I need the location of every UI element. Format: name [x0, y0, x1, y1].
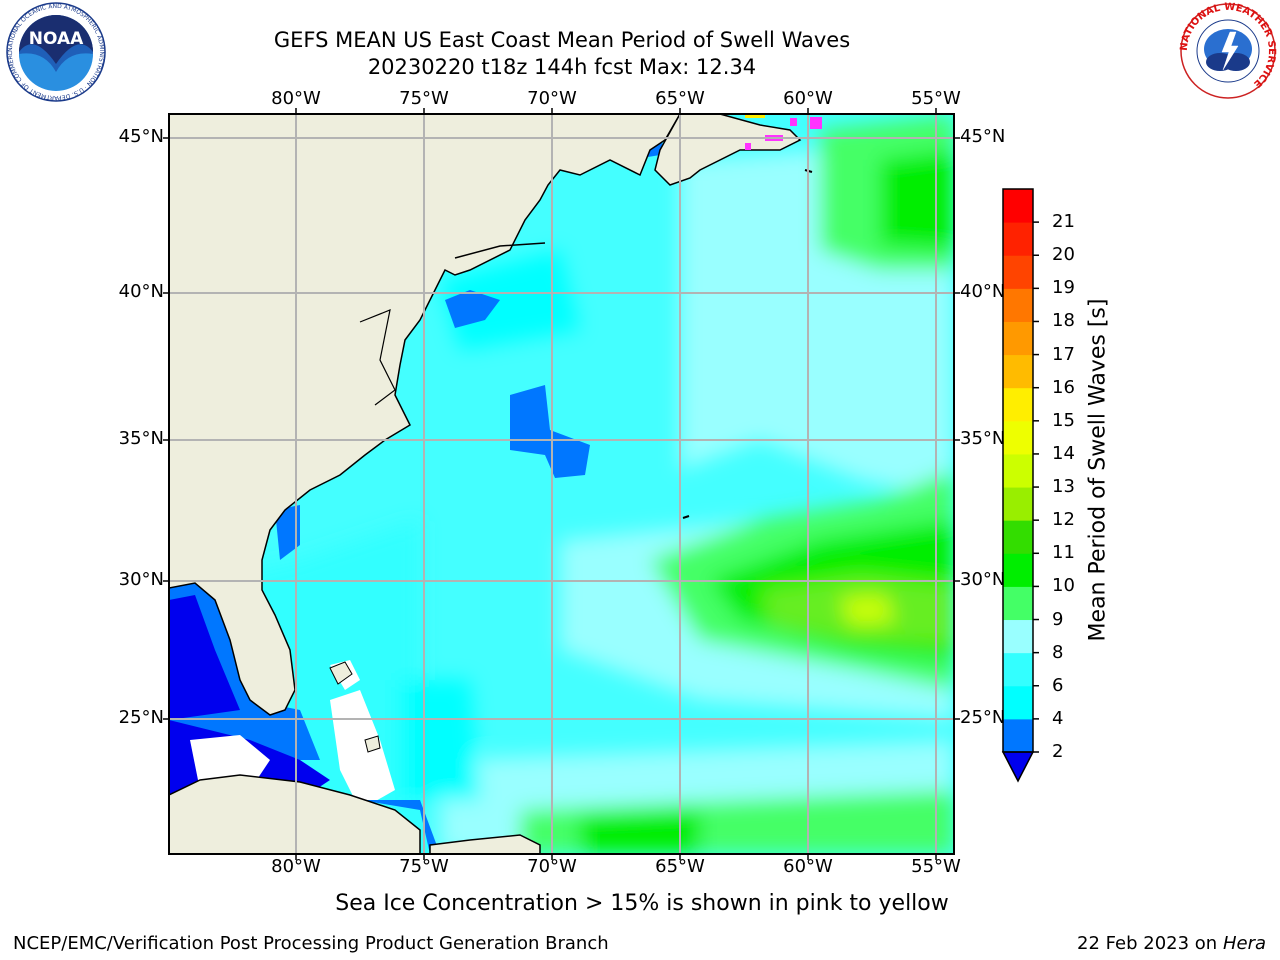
lat-label-left: 30°N [118, 569, 164, 590]
svg-text:NOAA: NOAA [29, 29, 84, 49]
lon-label-top: 80°W [271, 88, 321, 109]
colorbar-band [1003, 255, 1033, 289]
lon-label-top: 70°W [527, 88, 577, 109]
colorbar-tick-label: 15 [1052, 409, 1075, 431]
lon-label-bottom: 75°W [399, 856, 449, 877]
lat-label-right: 35°N [960, 428, 1006, 449]
footer-date: 22 Feb 2023 on Hera [1077, 933, 1266, 954]
map-frame [168, 113, 955, 855]
colorbar-tick-label: 19 [1052, 277, 1075, 299]
colorbar [1001, 188, 1039, 783]
colorbar-tick-label: 9 [1052, 608, 1064, 630]
colorbar-band [1003, 619, 1033, 654]
lat-label-left: 40°N [118, 281, 164, 302]
nws-logo: NATIONAL WEATHER SERVICE [1179, 2, 1277, 99]
lon-label-top: 75°W [399, 88, 449, 109]
colorbar-tick-label: 17 [1052, 343, 1075, 365]
graticule [169, 114, 954, 854]
chart-title: GEFS MEAN US East Coast Mean Period of S… [273, 28, 851, 52]
lon-label-top: 55°W [911, 88, 961, 109]
colorbar-tick-label: 18 [1052, 310, 1075, 332]
colorbar-band [1003, 354, 1033, 389]
noaa-logo: NATIONAL OCEANIC AND ATMOSPHERIC ADMINIS… [4, 2, 106, 102]
lon-label-bottom: 55°W [911, 856, 961, 877]
lon-label-top: 65°W [655, 88, 705, 109]
colorbar-tick-label: 11 [1052, 542, 1075, 564]
colorbar-tick-label: 16 [1052, 376, 1075, 398]
colorbar-tick-label: 4 [1052, 707, 1064, 729]
colorbar-band [1003, 453, 1033, 488]
colorbar-band [1003, 487, 1033, 521]
lat-label-left: 25°N [118, 707, 164, 728]
lon-label-bottom: 60°W [783, 856, 833, 877]
lat-label-left: 35°N [118, 428, 164, 449]
sea-ice-note: Sea Ice Concentration > 15% is shown in … [335, 891, 949, 916]
lon-label-top: 60°W [783, 88, 833, 109]
colorbar-tick-label: 8 [1052, 641, 1064, 663]
colorbar-tick-label: 6 [1052, 674, 1064, 696]
colorbar-tick-label: 14 [1052, 442, 1075, 464]
colorbar-band [1003, 586, 1033, 621]
colorbar-tick-label: 21 [1052, 211, 1075, 233]
chart-subtitle-run: 20230220 t18z 144h fcst Max: 12.34 [367, 55, 757, 79]
colorbar-band [1003, 553, 1033, 587]
colorbar-tick-label: 2 [1052, 741, 1064, 762]
footer-credit: NCEP/EMC/Verification Post Processing Pr… [13, 933, 609, 954]
lat-label-right: 40°N [960, 281, 1006, 302]
lat-label-right: 30°N [960, 569, 1006, 590]
colorbar-band [1003, 321, 1033, 356]
footer-date-text: 22 Feb 2023 on [1077, 933, 1218, 954]
colorbar-band [1003, 387, 1033, 422]
colorbar-band [1003, 520, 1033, 554]
lat-label-left: 45°N [118, 126, 164, 147]
lon-label-bottom: 80°W [271, 856, 321, 877]
colorbar-band [1003, 652, 1033, 687]
colorbar-tick-label: 13 [1052, 476, 1075, 498]
colorbar-band [1003, 288, 1033, 322]
footer-machine: Hera [1222, 933, 1266, 954]
colorbar-under-arrow [1001, 751, 1035, 783]
colorbar-band [1003, 420, 1033, 455]
colorbar-title: Mean Period of Swell Waves [s] [1085, 298, 1111, 642]
lat-label-right: 25°N [960, 707, 1006, 728]
colorbar-tick-label: 10 [1052, 575, 1075, 597]
lat-label-right: 45°N [960, 126, 1006, 147]
lon-label-bottom: 70°W [527, 856, 577, 877]
colorbar-band [1003, 189, 1033, 223]
colorbar-band [1003, 718, 1033, 753]
colorbar-tick-label: 12 [1052, 509, 1075, 531]
colorbar-tick-label: 20 [1052, 244, 1075, 266]
colorbar-band [1003, 222, 1033, 256]
colorbar-band [1003, 685, 1033, 720]
lon-label-bottom: 65°W [655, 856, 705, 877]
